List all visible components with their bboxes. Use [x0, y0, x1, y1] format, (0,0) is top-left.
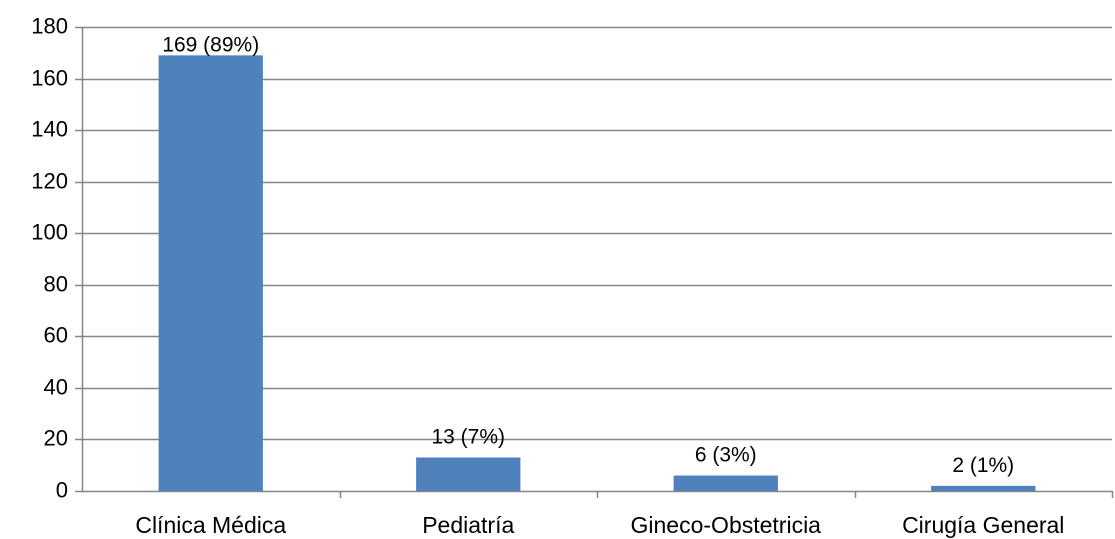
y-tick-label: 40 — [44, 374, 68, 399]
data-label: 169 (89%) — [162, 33, 259, 56]
axes — [75, 26, 1114, 498]
category-label: Gineco-Obstetricia — [631, 512, 822, 538]
category-label: Clínica Médica — [135, 512, 286, 538]
y-tick-label: 0 — [56, 477, 68, 502]
labels: 0 20 40 60 80 100 120 140 160 180 169 (89%) Clínica… — [31, 13, 1064, 538]
bar-2 — [673, 475, 778, 491]
y-tick-label: 180 — [31, 13, 68, 38]
y-tick-label: 60 — [44, 322, 68, 347]
category-label: Cirugía General — [902, 512, 1064, 538]
bars — [158, 55, 1036, 491]
data-label: 2 (1%) — [952, 454, 1014, 477]
bar-0 — [158, 55, 263, 491]
y-tick-label: 100 — [31, 219, 68, 244]
y-tick-label: 140 — [31, 116, 68, 141]
y-tick-label: 20 — [44, 425, 68, 450]
y-tick-label: 120 — [31, 168, 68, 193]
y-tick-label: 80 — [44, 271, 68, 296]
bar-1 — [416, 457, 521, 491]
bar-3 — [931, 485, 1036, 491]
category-label: Pediatría — [422, 512, 514, 538]
y-tick-label: 160 — [31, 65, 68, 90]
data-label: 13 (7%) — [431, 425, 505, 448]
data-label: 6 (3%) — [695, 444, 757, 467]
